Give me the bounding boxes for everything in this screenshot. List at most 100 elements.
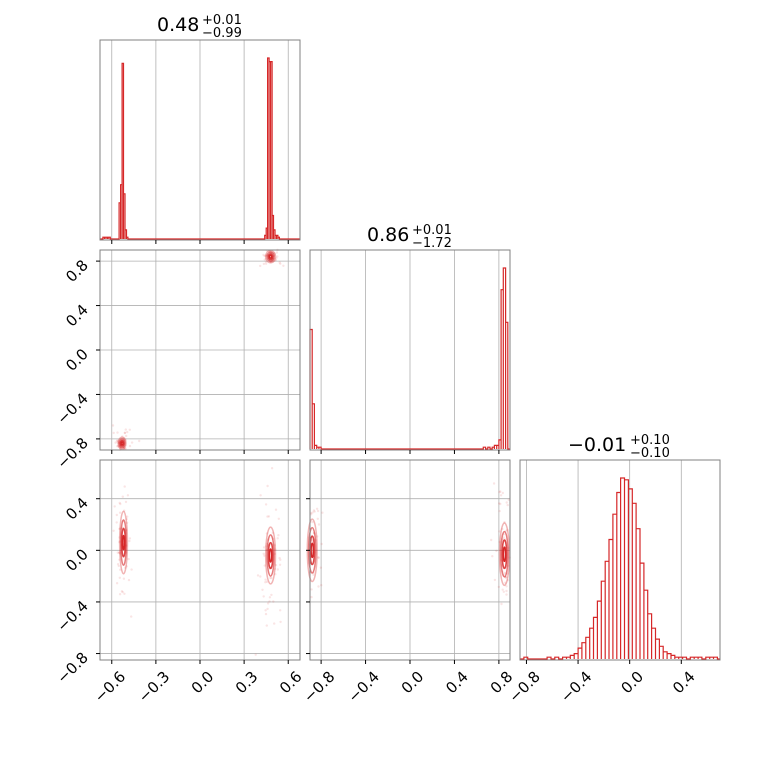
contour-3-1: [266, 534, 275, 577]
scatter-point: [505, 585, 508, 588]
scatter-point: [112, 431, 115, 435]
scatter-point: [317, 556, 320, 559]
scatter-point: [127, 557, 130, 561]
scatter-point: [116, 439, 119, 442]
scatter-point: [310, 595, 313, 599]
contour-2-3: [121, 534, 126, 551]
scatter-point: [498, 530, 501, 533]
scatter-point: [264, 609, 267, 612]
contour-0-3: [120, 441, 124, 446]
scatter-point: [123, 447, 127, 450]
scatter-point: [506, 579, 510, 582]
scatter-point: [263, 564, 266, 567]
scatter-point: [126, 515, 129, 518]
scatter-point: [128, 539, 131, 543]
scatter-point: [116, 431, 119, 434]
data-layer: [100, 57, 720, 660]
scatter-point: [259, 575, 262, 578]
scatter-point: [130, 615, 133, 618]
scatter-point: [118, 558, 121, 561]
scatter-point: [317, 523, 321, 526]
scatter-point: [259, 264, 262, 268]
scatter-point: [276, 568, 279, 571]
scatter-point: [115, 582, 119, 585]
scatter-point: [493, 578, 497, 582]
scatter-point: [321, 511, 324, 514]
histogram-param-3: [520, 477, 720, 660]
scatter-point: [310, 540, 314, 543]
scatter-point: [492, 482, 496, 485]
scatter-point: [121, 495, 125, 498]
scatter-point: [116, 444, 120, 448]
title-param-2-upper: +0.01: [412, 223, 452, 238]
scatter-point: [316, 535, 319, 538]
scatter-point: [128, 428, 131, 431]
scatter-point: [262, 546, 266, 549]
scatter-point: [278, 261, 281, 264]
scatter-point: [263, 258, 266, 261]
scatter-point: [279, 620, 282, 624]
scatter-point: [111, 424, 115, 427]
scatter-point: [272, 600, 275, 603]
scatter-point: [277, 517, 280, 520]
title-param-1-upper: +0.01: [202, 13, 242, 28]
scatter-point: [130, 441, 134, 444]
scatter-point: [270, 467, 274, 470]
title-param-3-median: −0.01: [568, 434, 626, 456]
scatter-point: [316, 509, 320, 513]
scatter-point: [491, 555, 494, 558]
panel-frame-2-2: [519, 459, 721, 661]
scatter-point: [125, 517, 128, 521]
scatter-point: [263, 554, 266, 557]
scatter-point: [274, 258, 278, 262]
scatter-point: [124, 500, 128, 504]
scatter-point: [499, 490, 502, 493]
scatter-point: [320, 584, 323, 587]
scatter-point: [312, 509, 316, 512]
scatter-point: [490, 538, 493, 542]
scatter-point: [506, 528, 509, 532]
scatter-point: [127, 578, 131, 582]
scatter-point: [256, 574, 260, 577]
scatter-point: [125, 434, 128, 438]
scatter-point: [502, 536, 505, 539]
scatter-point: [118, 593, 122, 596]
scatter-point: [128, 444, 132, 448]
scatter-point: [501, 588, 504, 591]
scatter-point: [123, 566, 127, 569]
contour-0-0: [117, 436, 127, 451]
scatter-point: [123, 592, 126, 595]
histogram-param-2: [309, 267, 510, 450]
scatter-point: [499, 494, 503, 497]
title-param-1-lower: −0.99: [202, 26, 242, 41]
scatter-cluster-5: [490, 482, 511, 606]
scatter-point: [277, 534, 280, 537]
scatter-point: [125, 521, 129, 524]
scatter-point: [498, 509, 501, 513]
scatter-point: [123, 431, 127, 434]
grid-layer: [100, 40, 682, 660]
scatter-point: [265, 624, 268, 627]
contour-3-3: [268, 548, 273, 563]
scatter-point: [312, 573, 315, 576]
scatter-point: [264, 612, 268, 616]
scatter-point: [276, 537, 279, 540]
scatter-point: [116, 563, 120, 566]
scatter-point: [266, 515, 269, 518]
scatter-point: [501, 491, 504, 495]
scatter-cluster-1: [259, 248, 285, 268]
scatter-point: [313, 510, 316, 513]
scatter-point: [273, 622, 276, 625]
scatter-point: [262, 253, 265, 257]
contour-0-1: [118, 438, 126, 449]
scatter-point: [311, 539, 314, 542]
scatter-point: [118, 527, 121, 531]
scatter-point: [120, 590, 124, 593]
scatter-point: [264, 260, 268, 263]
contour-3-2: [267, 541, 274, 570]
scatter-point: [499, 502, 502, 506]
scatter-point: [502, 590, 505, 593]
scatter-point: [123, 485, 126, 488]
scatter-point: [124, 447, 127, 450]
scatter-point: [274, 508, 278, 511]
